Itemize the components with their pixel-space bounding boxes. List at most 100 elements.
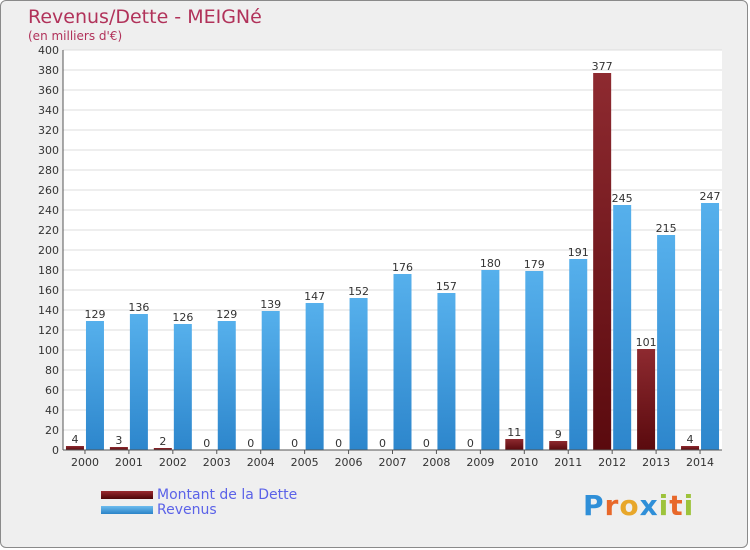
bar-revenus (437, 293, 456, 450)
bar-revenus (305, 303, 324, 450)
x-tick-label: 2000 (71, 456, 99, 469)
logo-letter: o (619, 489, 640, 522)
data-label-revenus: 139 (260, 298, 281, 311)
y-tick-label: 180 (38, 264, 59, 277)
data-label-dette: 4 (71, 433, 78, 446)
data-label-dette: 3 (115, 434, 122, 447)
bar-revenus (173, 324, 192, 450)
x-tick-label: 2009 (466, 456, 494, 469)
y-tick-label: 220 (38, 224, 59, 237)
data-label-dette: 0 (203, 437, 210, 450)
bar-revenus (569, 259, 588, 450)
data-label-revenus: 215 (656, 222, 677, 235)
logo-letter: x (639, 489, 659, 522)
data-label-dette: 9 (555, 428, 562, 441)
bar-dette (153, 448, 172, 450)
y-tick-label: 400 (38, 44, 59, 57)
data-label-dette: 0 (379, 437, 386, 450)
bar-revenus (525, 271, 544, 450)
proxiti-logo: Proxiti (583, 489, 694, 522)
data-label-revenus: 147 (304, 290, 325, 303)
bar-revenus (85, 321, 104, 450)
x-tick-label: 2005 (291, 456, 319, 469)
legend-label-dette: Montant de la Dette (157, 487, 298, 503)
x-tick-label: 2012 (598, 456, 626, 469)
x-tick-label: 2002 (159, 456, 187, 469)
y-tick-label: 320 (38, 124, 59, 137)
legend-swatch-revenus (101, 506, 153, 514)
y-tick-label: 340 (38, 104, 59, 117)
y-tick-label: 60 (45, 384, 59, 397)
data-label-revenus: 245 (612, 192, 633, 205)
bar-revenus (217, 321, 236, 450)
data-label-revenus: 176 (392, 261, 413, 274)
data-label-dette: 0 (335, 437, 342, 450)
legend-item-revenus: Revenus (101, 502, 217, 518)
y-tick-label: 40 (45, 404, 59, 417)
bar-revenus (393, 274, 412, 450)
y-tick-label: 100 (38, 344, 59, 357)
bar-revenus (613, 205, 632, 450)
y-tick-label: 300 (38, 144, 59, 157)
data-label-dette: 0 (247, 437, 254, 450)
data-label-dette: 4 (687, 433, 694, 446)
x-tick-label: 2013 (642, 456, 670, 469)
bar-revenus (129, 314, 148, 450)
bar-dette (681, 446, 700, 450)
x-tick-label: 2010 (510, 456, 538, 469)
chart-subtitle: (en milliers d'€) (28, 29, 123, 43)
x-tick-label: 2006 (335, 456, 363, 469)
legend-label-revenus: Revenus (157, 502, 217, 518)
x-tick-label: 2003 (203, 456, 231, 469)
bar-dette (549, 441, 568, 450)
x-tick-label: 2007 (379, 456, 407, 469)
y-tick-label: 360 (38, 84, 59, 97)
data-label-revenus: 126 (172, 311, 193, 324)
y-tick-label: 160 (38, 284, 59, 297)
y-tick-label: 380 (38, 64, 59, 77)
bar-revenus (657, 235, 676, 450)
logo-letter: i (658, 489, 670, 522)
data-label-revenus: 179 (524, 258, 545, 271)
y-tick-label: 20 (45, 424, 59, 437)
chart-title: Revenus/Dette - MEIGNé (28, 6, 262, 28)
bar-revenus (701, 203, 720, 450)
x-tick-label: 2004 (247, 456, 275, 469)
y-tick-label: 200 (38, 244, 59, 257)
y-tick-label: 120 (38, 324, 59, 337)
legend-swatch-dette (101, 491, 153, 499)
data-label-dette: 101 (636, 336, 657, 349)
bar-dette (109, 447, 128, 450)
data-label-dette: 0 (423, 437, 430, 450)
data-label-dette: 0 (291, 437, 298, 450)
logo-letter: P (583, 489, 605, 522)
data-label-dette: 11 (507, 426, 521, 439)
logo-letter: t (669, 489, 684, 522)
y-tick-label: 240 (38, 204, 59, 217)
data-label-revenus: 191 (568, 246, 589, 259)
data-label-dette: 2 (159, 435, 166, 448)
y-tick-label: 0 (52, 444, 59, 457)
bar-revenus (349, 298, 368, 450)
data-label-dette: 377 (592, 60, 613, 73)
data-label-revenus: 247 (700, 190, 721, 203)
data-label-revenus: 136 (128, 301, 149, 314)
y-tick-label: 140 (38, 304, 59, 317)
bar-dette (505, 439, 524, 450)
bar-dette (593, 73, 612, 450)
data-label-revenus: 157 (436, 280, 457, 293)
bar-revenus (261, 311, 280, 450)
data-label-revenus: 180 (480, 257, 501, 270)
data-label-revenus: 152 (348, 285, 369, 298)
x-tick-label: 2008 (422, 456, 450, 469)
x-tick-label: 2011 (554, 456, 582, 469)
data-label-revenus: 129 (84, 308, 105, 321)
data-label-dette: 0 (467, 437, 474, 450)
data-label-revenus: 129 (216, 308, 237, 321)
bar-dette (65, 446, 84, 450)
y-tick-label: 260 (38, 184, 59, 197)
x-tick-label: 2001 (115, 456, 143, 469)
logo-letter: r (604, 489, 620, 522)
